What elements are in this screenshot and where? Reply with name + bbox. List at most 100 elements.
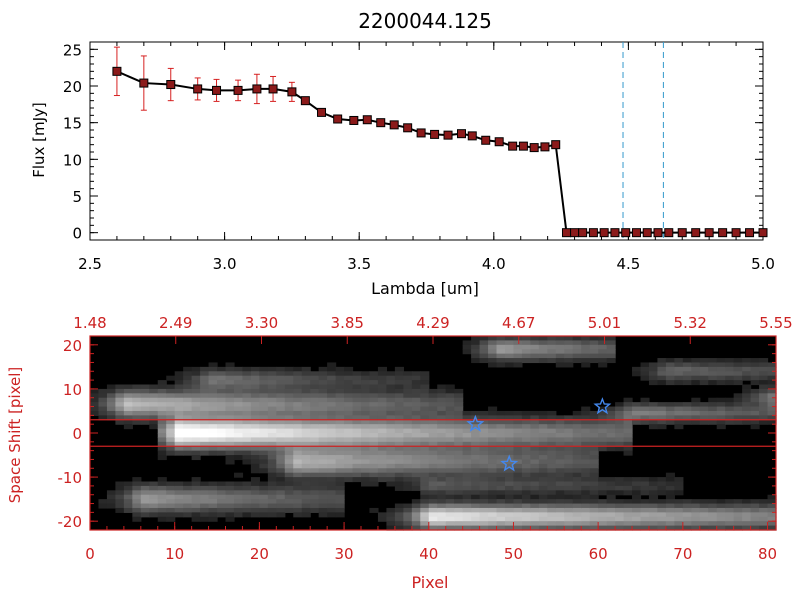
heatmap-cell	[538, 525, 548, 531]
heatmap-cell	[623, 410, 633, 416]
heatmap-cell	[674, 406, 684, 412]
heatmap-cell	[665, 521, 675, 527]
heatmap-cell	[267, 490, 277, 496]
heatmap-cell	[183, 490, 193, 496]
heatmap-cell	[276, 424, 286, 430]
heatmap-cell	[284, 459, 294, 465]
data-point	[540, 142, 550, 152]
heatmap-cell	[496, 472, 506, 478]
heatmap-cell	[623, 441, 633, 447]
heatmap-cell	[471, 353, 481, 359]
heatmap-cell	[488, 525, 498, 531]
heatmap-cell	[699, 375, 709, 381]
heatmap-cell	[403, 463, 413, 469]
heatmap-cell	[242, 433, 252, 439]
heatmap-cell	[132, 384, 142, 390]
heatmap-cell	[344, 463, 354, 469]
heatmap-cell	[140, 507, 150, 513]
heatmap-cell	[403, 441, 413, 447]
heatmap-cell	[547, 481, 557, 487]
heatmap-cell	[750, 516, 760, 522]
heatmap-cell	[530, 521, 540, 527]
heatmap-cell	[437, 499, 447, 505]
heatmap-cell	[106, 406, 117, 412]
data-point	[349, 115, 359, 125]
heatmap-cell	[640, 490, 650, 496]
heatmap-cell	[250, 419, 260, 425]
heatmap-cell	[183, 380, 193, 386]
heatmap-cell	[183, 446, 193, 452]
heatmap-cell	[233, 503, 244, 509]
heatmap-cell	[615, 499, 625, 505]
heatmap-cell	[149, 512, 159, 518]
heatmap-cell	[572, 455, 582, 461]
heatmap-cell	[335, 499, 345, 505]
data-point	[403, 123, 413, 133]
heatmap-cell	[488, 494, 498, 500]
heatmap-cell	[174, 450, 184, 456]
heatmap-cell	[479, 450, 489, 456]
heatmap-cell	[276, 512, 286, 518]
heatmap-cell	[166, 428, 176, 434]
heatmap-cell	[564, 336, 574, 342]
heatmap-cell	[674, 485, 684, 491]
heatmap-cell	[293, 406, 303, 412]
data-point	[551, 140, 561, 150]
heatmap-cell	[411, 525, 421, 531]
heatmap-cell	[200, 481, 210, 487]
heatmap-cell	[521, 512, 531, 518]
heatmap-cell	[276, 499, 286, 505]
heatmap-cell	[733, 415, 743, 421]
heatmap-cell	[488, 344, 498, 350]
heatmap-cell	[479, 424, 489, 430]
heatmap-cell	[530, 499, 540, 505]
heatmap-cell	[106, 503, 117, 509]
heatmap-cell	[217, 507, 227, 513]
x-tick-label: 3.5	[347, 255, 371, 273]
heatmap-cell	[581, 349, 591, 355]
heatmap-cell	[394, 410, 404, 416]
heatmap-cell	[564, 340, 574, 346]
heatmap-cell	[327, 446, 337, 452]
heatmap-cell	[572, 353, 582, 359]
heatmap-cell	[471, 358, 481, 364]
heatmap-cell	[411, 410, 421, 416]
heatmap-cell	[521, 349, 531, 355]
heatmap-cell	[420, 424, 430, 430]
heatmap-cell	[90, 388, 100, 394]
heatmap-cell	[445, 503, 455, 509]
heatmap-cell	[479, 419, 489, 425]
heatmap-cell	[513, 415, 523, 421]
heatmap-cell	[665, 380, 675, 386]
heatmap-cell	[437, 512, 447, 518]
heatmap-cell	[411, 446, 421, 452]
heatmap-cell	[394, 388, 404, 394]
heatmap-cell	[657, 516, 667, 522]
heatmap-cell	[386, 437, 396, 443]
heatmap-cell	[174, 503, 184, 509]
heatmap-cell	[555, 468, 565, 474]
heatmap-cell	[479, 428, 489, 434]
heatmap-cell	[344, 459, 354, 465]
heatmap-cell	[530, 437, 540, 443]
heatmap-cell	[488, 441, 498, 447]
heatmap-cell	[547, 437, 557, 443]
heatmap-cell	[615, 525, 625, 531]
heatmap-cell	[242, 380, 252, 386]
heatmap-cell	[589, 424, 599, 430]
heatmap-cell	[521, 433, 531, 439]
heatmap-cell	[174, 388, 184, 394]
heatmap-cell	[615, 428, 625, 434]
heatmap-cell	[454, 499, 464, 505]
heatmap-cell	[504, 450, 515, 456]
heatmap-cell	[318, 463, 328, 469]
heatmap-cell	[267, 485, 277, 491]
heatmap-cell	[327, 375, 337, 381]
heatmap-cell	[157, 415, 167, 421]
heatmap-cell	[691, 499, 701, 505]
heatmap-cell	[284, 477, 294, 483]
heatmap-cell	[174, 428, 184, 434]
heatmap-cell	[648, 410, 659, 416]
heatmap-cell	[454, 512, 464, 518]
heatmap-cell	[217, 446, 227, 452]
